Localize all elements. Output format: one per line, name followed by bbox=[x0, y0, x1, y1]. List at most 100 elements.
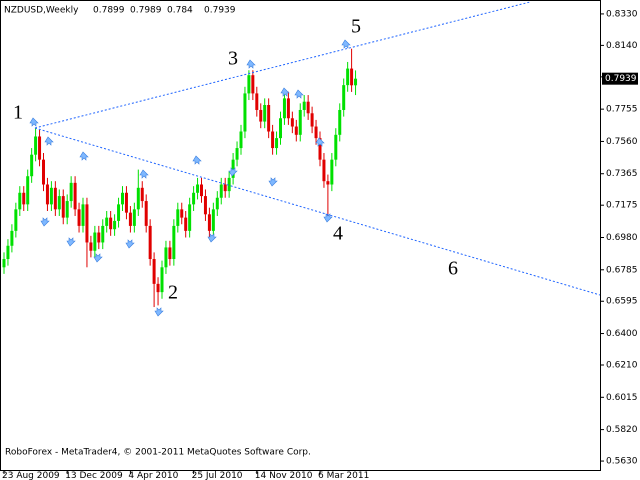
candle-body bbox=[156, 283, 160, 293]
candle-body bbox=[113, 220, 117, 230]
y-tick-label: 0.5820 bbox=[606, 425, 638, 435]
candle-body bbox=[128, 212, 132, 226]
candle-body bbox=[49, 187, 53, 205]
candle-body bbox=[38, 136, 42, 160]
candle-body bbox=[45, 184, 49, 205]
candle-body bbox=[231, 159, 235, 178]
fractal-up-arrow bbox=[139, 169, 149, 179]
fractal-up-arrow bbox=[341, 39, 351, 49]
candle-body bbox=[207, 214, 211, 231]
trend-line-upper bbox=[34, 1, 531, 129]
y-tick-label: 0.8330 bbox=[606, 9, 638, 19]
ohlc-high: 0.7989 bbox=[130, 6, 162, 16]
x-tick-label: 23 Aug 2009 bbox=[2, 471, 60, 480]
x-tick-label: 13 Dec 2009 bbox=[65, 471, 123, 480]
candle-body bbox=[350, 68, 354, 86]
candle-body bbox=[77, 209, 81, 226]
fractal-down-arrow bbox=[125, 239, 135, 249]
candle-body bbox=[306, 101, 310, 114]
candle-body bbox=[251, 75, 255, 94]
candle-body bbox=[282, 98, 286, 119]
candle-body bbox=[259, 109, 263, 122]
candle-body bbox=[200, 184, 203, 197]
candle-body bbox=[152, 259, 156, 284]
candle-body bbox=[168, 247, 172, 260]
current-price-label: 0.7939 bbox=[605, 74, 637, 84]
chart-title: NZDUSD,Weekly bbox=[4, 6, 79, 16]
fractal-down-arrow bbox=[66, 237, 76, 247]
candle-body bbox=[10, 230, 14, 246]
fractal-up-arrow bbox=[192, 155, 202, 165]
x-tick-label: 6 Mar 2011 bbox=[318, 471, 369, 480]
annotation: 3 bbox=[228, 48, 238, 70]
fractal-down-arrow bbox=[228, 167, 238, 177]
candle-body bbox=[290, 118, 294, 127]
fractal-up-arrow bbox=[29, 117, 39, 127]
candle-body bbox=[243, 93, 247, 132]
y-tick-label: 0.6785 bbox=[606, 265, 638, 275]
candle-body bbox=[227, 177, 231, 192]
candle-body bbox=[89, 242, 93, 251]
candle-body bbox=[215, 197, 219, 210]
y-tick-label: 0.5630 bbox=[606, 457, 638, 467]
candle-body bbox=[196, 184, 200, 193]
candle-body bbox=[61, 196, 65, 218]
fractal-down-arrow bbox=[268, 177, 278, 187]
fractal-down-arrow bbox=[207, 233, 217, 243]
candle-body bbox=[97, 232, 101, 243]
candle-body bbox=[57, 196, 61, 210]
candle-body bbox=[310, 113, 314, 127]
candle-body bbox=[275, 138, 279, 149]
candle-body bbox=[188, 204, 192, 231]
candle-body bbox=[65, 201, 69, 218]
candle-body bbox=[211, 209, 215, 231]
candle-body bbox=[318, 138, 322, 160]
annotation: 2 bbox=[168, 282, 178, 304]
candle-body bbox=[294, 126, 298, 135]
candle-body bbox=[18, 192, 22, 210]
candle-body bbox=[34, 136, 38, 155]
candle-body bbox=[85, 204, 89, 243]
candle-body bbox=[255, 93, 259, 110]
fractal-up-arrow bbox=[246, 59, 256, 69]
fractal-up-arrow bbox=[44, 136, 54, 146]
candle-body bbox=[223, 184, 227, 192]
candle-body bbox=[144, 201, 148, 226]
candle-body bbox=[109, 217, 113, 230]
candle-body bbox=[314, 126, 318, 139]
candle-body bbox=[105, 217, 109, 226]
candle-body bbox=[235, 148, 239, 160]
candle-body bbox=[279, 118, 282, 139]
candle-body bbox=[302, 101, 306, 110]
y-tick-label: 0.6015 bbox=[606, 393, 638, 403]
fractal-down-arrow bbox=[323, 213, 333, 223]
candle-body bbox=[81, 204, 85, 226]
candle-body bbox=[160, 267, 164, 293]
annotation: 1 bbox=[13, 102, 23, 124]
y-tick-label: 0.7365 bbox=[606, 169, 638, 179]
plot-area bbox=[2, 48, 358, 308]
candle-body bbox=[42, 159, 45, 185]
candle-body bbox=[184, 217, 188, 231]
y-tick-label: 0.7560 bbox=[606, 137, 638, 147]
current-price-box bbox=[602, 72, 638, 85]
y-tick-label: 0.6595 bbox=[606, 297, 638, 307]
y-tick-label: 0.6400 bbox=[606, 329, 638, 339]
candle-body bbox=[247, 75, 251, 94]
candle-body bbox=[117, 204, 121, 221]
candle-body bbox=[93, 232, 97, 251]
ohlc-close: 0.7939 bbox=[204, 6, 236, 16]
candle-body bbox=[239, 131, 243, 149]
y-tick-label: 0.6210 bbox=[606, 361, 638, 371]
fractal-down-arrow bbox=[154, 307, 164, 317]
candle-body bbox=[53, 187, 57, 210]
candle-body bbox=[148, 225, 152, 260]
y-tick-label: 0.6980 bbox=[606, 233, 638, 243]
y-tick-label: 0.7175 bbox=[606, 201, 638, 211]
candle-body bbox=[73, 182, 77, 210]
x-tick-label: 25 Jul 2010 bbox=[192, 471, 243, 480]
candle-body bbox=[136, 187, 140, 210]
candle-body bbox=[26, 176, 30, 205]
